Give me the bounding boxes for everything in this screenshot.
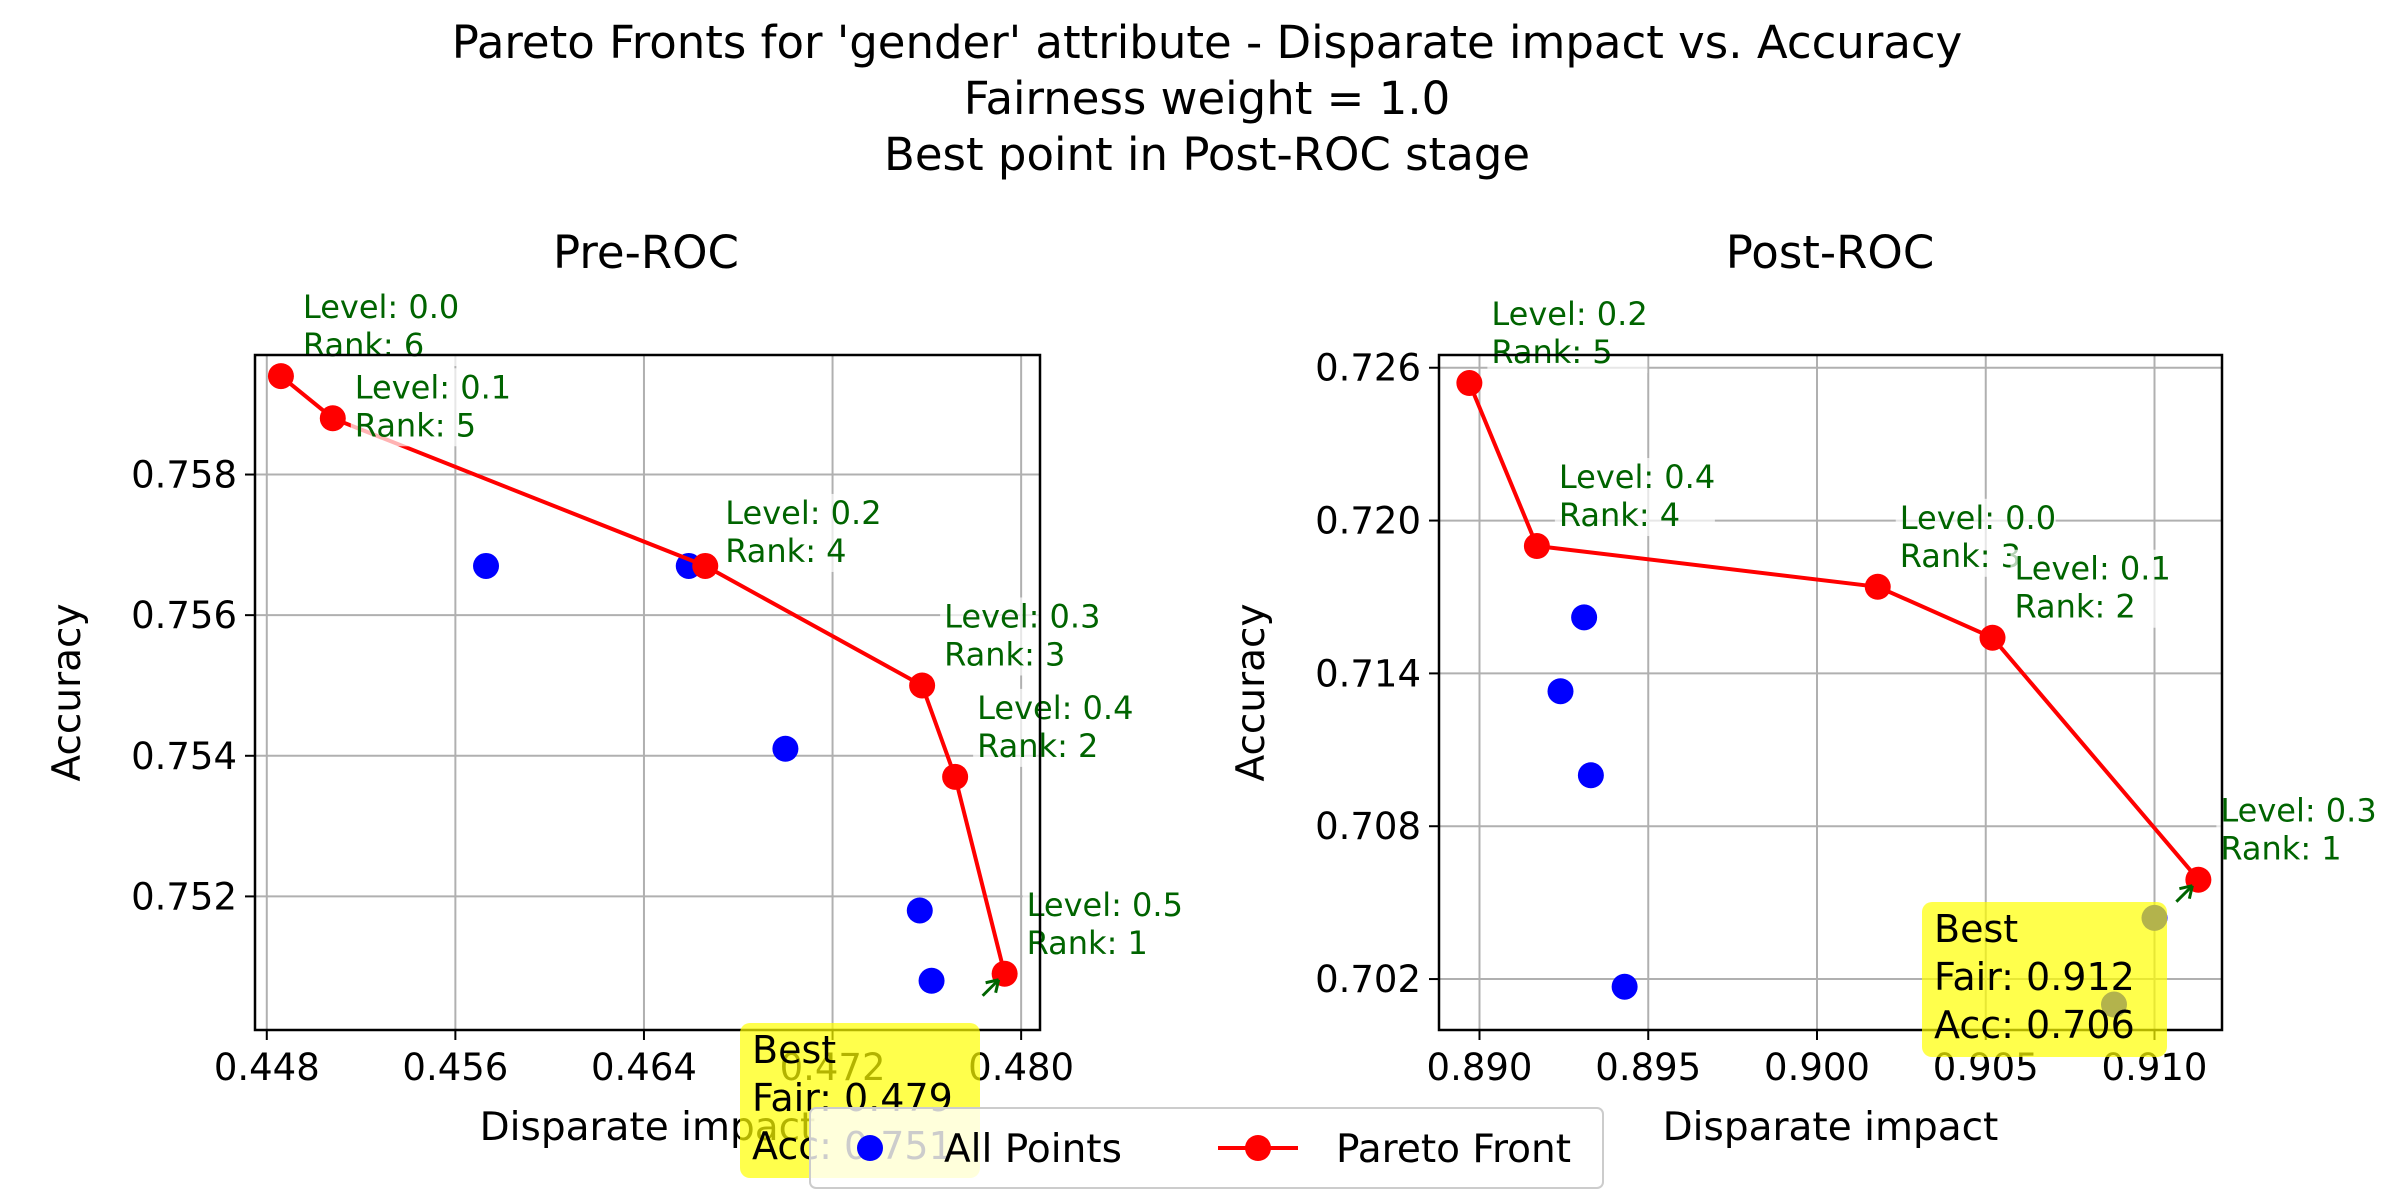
pre-roc-annotation-text: Rank: 1 <box>1027 924 1148 962</box>
pre-roc-pareto-front-marker-4 <box>942 763 969 790</box>
pre-roc-y-tick-label: 0.752 <box>131 875 237 918</box>
pre-roc-panel: 0.4480.4560.4640.4720.4800.7520.7540.756… <box>45 288 1183 1178</box>
post-roc-axes-frame <box>1437 353 2224 1032</box>
post-roc-best-arrow-shaft <box>2175 885 2193 903</box>
pre-roc-x-tick-label: 0.480 <box>968 1046 1074 1089</box>
pre-roc-annotation-text: Rank: 3 <box>944 635 1065 673</box>
post-roc-all-points-marker-2 <box>1577 762 1604 789</box>
post-roc-pareto-front-marker-0 <box>1456 370 1483 397</box>
post-roc-y-tick-label: 0.726 <box>1315 347 1421 390</box>
subplot-title-post-roc: Post-ROC <box>1726 226 1935 279</box>
legend-label-pareto-front: Pareto Front <box>1336 1127 1571 1172</box>
pre-roc-annotation-text: Level: 0.5 <box>1027 886 1183 924</box>
legend-frame <box>809 1107 1604 1189</box>
post-roc-y-tick-label: 0.708 <box>1315 805 1421 848</box>
post-roc-annotation-text: Level: 0.1 <box>2015 550 2171 588</box>
suptitle-line-3: Best point in Post-ROC stage <box>884 128 1530 181</box>
pre-roc-pareto-front-marker-0 <box>267 363 294 390</box>
pre-roc-x-tick-label: 0.448 <box>214 1046 320 1089</box>
pre-roc-annotation-bg-4 <box>973 688 1134 767</box>
post-roc-annotation-text: Rank: 5 <box>1491 333 1612 371</box>
pre-roc-best-arrow-shaft <box>981 979 999 997</box>
post-roc-best-box-text: Acc: 0.706 <box>1934 1003 2135 1047</box>
post-roc-pareto-front-marker-1 <box>1523 533 1550 560</box>
pre-roc-axes-frame <box>253 353 1042 1032</box>
post-roc-annotation-bg-4 <box>2216 791 2377 870</box>
pre-roc-annotation-text: Rank: 6 <box>303 326 424 364</box>
pre-roc-annotation-text: Level: 0.1 <box>355 368 511 406</box>
legend-marker-pareto-front <box>1245 1135 1271 1161</box>
post-roc-annotation-bg-1 <box>1554 458 1715 537</box>
post-roc-y-tick-label: 0.720 <box>1315 500 1421 543</box>
pre-roc-annotation-bg-5 <box>1022 885 1183 964</box>
pre-roc-pareto-front-marker-1 <box>319 405 346 432</box>
post-roc-x-tick-label: 0.900 <box>1764 1046 1870 1089</box>
post-roc-all-points-marker-3 <box>1611 973 1638 1000</box>
post-roc-best-box <box>1922 902 2167 1057</box>
pre-roc-pareto-front-marker-3 <box>909 672 936 699</box>
post-roc-annotation-text: Rank: 1 <box>2220 830 2341 868</box>
pre-roc-pareto-front-marker-2 <box>692 552 719 579</box>
post-roc-y-tick-label: 0.702 <box>1315 958 1421 1001</box>
post-roc-annotation-text: Level: 0.3 <box>2220 792 2376 830</box>
legend-label-all-points: All Points <box>944 1127 1122 1172</box>
post-roc-x-axis-label: Disparate impact <box>1663 1105 1999 1150</box>
post-roc-x-tick-label: 0.890 <box>1427 1046 1533 1089</box>
pre-roc-annotation-text: Rank: 5 <box>355 406 476 444</box>
post-roc-annotation-text: Level: 0.2 <box>1491 295 1647 333</box>
pre-roc-y-axis-label: Accuracy <box>45 603 90 781</box>
post-roc-y-tick-label: 0.714 <box>1315 652 1421 695</box>
post-roc-annotation-text: Rank: 4 <box>1559 496 1680 534</box>
post-roc-pareto-front-marker-2 <box>1864 573 1891 600</box>
post-roc-annotation-bg-3 <box>2010 549 2171 628</box>
pre-roc-annotation-text: Rank: 2 <box>977 727 1098 765</box>
post-roc-y-axis-label: Accuracy <box>1229 603 1274 781</box>
pre-roc-annotation-bg-1 <box>350 368 511 447</box>
pre-roc-all-points-marker-2 <box>772 735 799 762</box>
pre-roc-x-tick-label: 0.464 <box>591 1046 697 1089</box>
pre-roc-y-tick-label: 0.754 <box>131 735 237 778</box>
legend-marker-all-points <box>857 1135 883 1161</box>
post-roc-annotation-text: Rank: 3 <box>1900 537 2021 575</box>
post-roc-best-box-text: Fair: 0.912 <box>1934 955 2135 999</box>
pre-roc-annotation-text: Rank: 4 <box>725 532 846 570</box>
post-roc-annotation-text: Level: 0.0 <box>1900 499 2056 537</box>
post-roc-all-points-marker-1 <box>1547 678 1574 705</box>
post-roc-annotation-text: Rank: 2 <box>2015 588 2136 626</box>
post-roc-annotation-text: Level: 0.4 <box>1559 458 1715 496</box>
pre-roc-annotation-text: Level: 0.3 <box>944 597 1100 635</box>
suptitle-line-1: Pareto Fronts for 'gender' attribute - D… <box>452 16 1963 69</box>
pre-roc-x-tick-label: 0.456 <box>402 1046 508 1089</box>
pre-roc-annotation-text: Level: 0.0 <box>303 288 459 326</box>
suptitle-line-2: Fairness weight = 1.0 <box>964 72 1451 125</box>
post-roc-pareto-front-marker-3 <box>1979 624 2006 651</box>
pre-roc-y-tick-label: 0.756 <box>131 594 237 637</box>
post-roc-panel: 0.890 0.895 0.900 0.905 0.9100.7020.7080.714… <box>1229 295 2377 1150</box>
legend: All Points Pareto Front <box>809 1107 1604 1189</box>
post-roc-best-arrow-head <box>2179 884 2194 900</box>
post-roc-all-points-marker-0 <box>1571 604 1598 631</box>
pre-roc-y-tick-label: 0.758 <box>131 454 237 497</box>
pre-roc-annotation-text: Level: 0.2 <box>725 494 881 532</box>
pre-roc-all-points-marker-4 <box>918 967 945 994</box>
pre-roc-all-points-marker-3 <box>906 897 933 924</box>
pre-roc-annotation-text: Level: 0.4 <box>977 689 1133 727</box>
post-roc-annotation-bg-0 <box>1487 295 1648 374</box>
pre-roc-best-arrow-head <box>985 978 1001 994</box>
post-roc-best-box-text: Best <box>1934 907 2018 951</box>
pre-roc-all-points-marker-0 <box>473 552 500 579</box>
pre-roc-best-box-text: Best <box>752 1028 836 1072</box>
pre-roc-annotation-bg-2 <box>721 493 882 572</box>
subplot-title-pre-roc: Pre-ROC <box>553 226 739 279</box>
pre-roc-annotation-bg-0 <box>298 288 459 367</box>
pre-roc-annotation-bg-3 <box>940 597 1101 676</box>
post-roc-x-tick-label: 0.895 <box>1595 1046 1701 1089</box>
